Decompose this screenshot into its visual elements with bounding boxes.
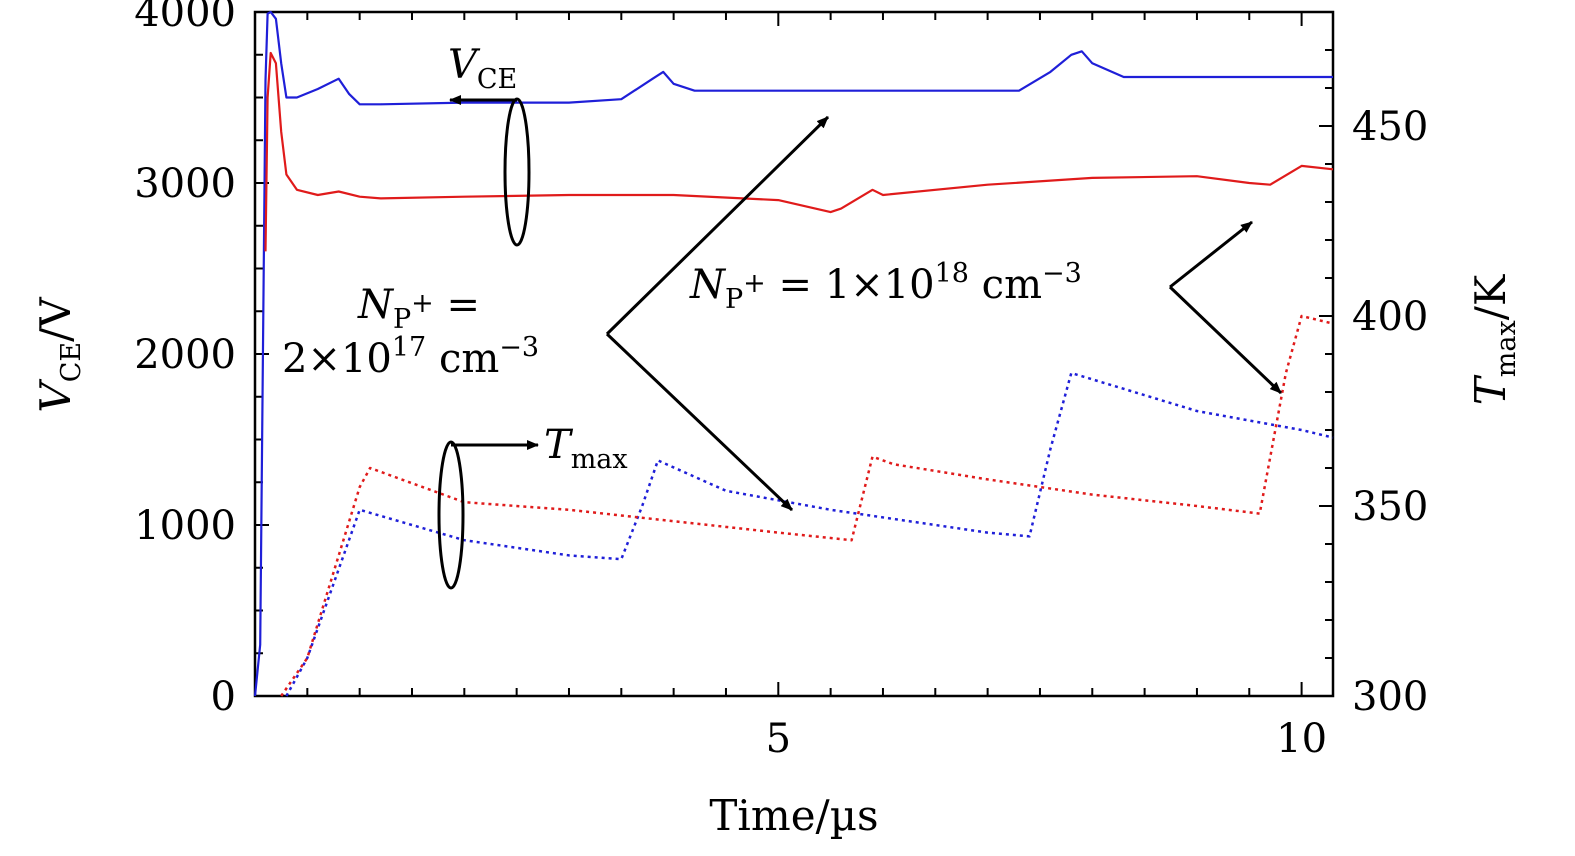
tmax-ellipse	[437, 440, 465, 590]
x-axis-label: Time/µs	[709, 791, 878, 840]
np-low-arrow-down	[605, 332, 794, 512]
y-right-tick-label: 400	[1352, 294, 1428, 340]
vce-label: VCE	[448, 42, 517, 95]
tmax-series-blue	[285, 371, 1334, 697]
np-high-arrow-down	[1168, 285, 1283, 395]
y-right-tick-label: 450	[1352, 104, 1428, 150]
vce-ellipse	[503, 97, 531, 247]
y-left-tick-label: 4000	[134, 0, 236, 36]
y-right-tick-label: 300	[1352, 674, 1428, 720]
vce-series-red	[264, 51, 1334, 252]
y-axis-label-left: VCE/V	[31, 297, 87, 413]
x-tick-label: 5	[766, 716, 791, 762]
y-left-tick-label: 3000	[134, 161, 236, 207]
y-left-tick-label: 1000	[134, 503, 236, 549]
y-left-tick-label: 0	[211, 674, 236, 720]
data-series	[253, 10, 1334, 697]
np-high-arrow-up	[1169, 220, 1253, 289]
vce-series-blue	[253, 10, 1333, 697]
np-low-label-line1: NP+ =	[357, 282, 480, 335]
y-axis-label-right: Tmax/K	[1466, 273, 1522, 405]
tmax-label: Tmax	[544, 422, 628, 475]
x-tick-label: 10	[1276, 716, 1327, 762]
axis-tick-labels: 5 10 0 1000 2000 3000 4000 300 350 400 450	[134, 0, 1428, 762]
np-low-annotation: NP+ = 2×1017 cm−3	[282, 115, 830, 512]
vce-annotation: VCE	[448, 42, 531, 247]
axis-ticks	[255, 11, 1333, 696]
np-low-label-line2: 2×1017 cm−3	[282, 332, 539, 382]
np-low-arrow-up	[605, 115, 830, 336]
tmax-series-red	[280, 314, 1334, 697]
np-high-label: NP+ = 1×1018 cm−3	[689, 258, 1082, 315]
np-high-annotation: NP+ = 1×1018 cm−3	[689, 220, 1283, 395]
y-left-tick-label: 2000	[134, 332, 236, 378]
y-right-tick-label: 350	[1352, 484, 1428, 530]
tmax-annotation: Tmax	[437, 422, 628, 590]
